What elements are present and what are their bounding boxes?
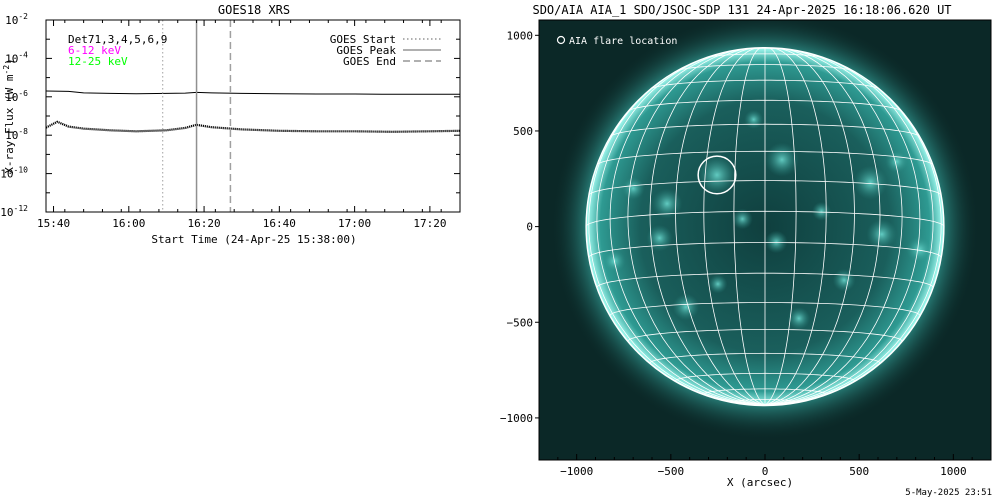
y-tick-label: 10-2 xyxy=(5,12,28,27)
footer-timestamp: 5-May-2025 23:51 xyxy=(905,488,992,498)
y-axis-label-close: ) xyxy=(3,58,16,65)
image-x-tick-label: −1000 xyxy=(560,465,593,478)
axes-group: 15:40 16:00 16:20 16:40 17:00 17:20 10-2 10-4 10… xyxy=(0,12,461,230)
legend-marker xyxy=(556,35,566,45)
image-y-tick-label: 1000 xyxy=(507,29,534,42)
chart-title: GOES18 XRS xyxy=(218,3,290,17)
y-tick-label: 10-10 xyxy=(0,166,28,181)
x-axis-label: Start Time (24-Apr-25 15:38:00) xyxy=(151,233,356,246)
image-y-tick-label: −500 xyxy=(507,316,534,329)
image-y-tick-label: 500 xyxy=(513,125,533,138)
x-tick-label: 16:40 xyxy=(263,217,296,230)
x-tick-label: 17:20 xyxy=(413,217,446,230)
image-x-tick-label: 0 xyxy=(762,465,769,478)
series-line-0 xyxy=(45,90,460,95)
legend-left-entry: 12-25 keV xyxy=(68,55,128,68)
x-tick-label: 15:40 xyxy=(37,217,70,230)
legend-left-entry: Det71,3,4,5,6,9 xyxy=(68,33,167,46)
flare-location-circle xyxy=(697,155,737,195)
y-tick-label: 10-12 xyxy=(0,204,28,219)
x-tick-label: 16:00 xyxy=(112,217,145,230)
x-tick-label: 16:20 xyxy=(188,217,221,230)
legend-right-entry: GOES End xyxy=(343,55,396,68)
y-axis-label-exponent: -2 xyxy=(2,65,11,75)
image-x-tick-label: 500 xyxy=(849,465,869,478)
image-title: SDO/AIA AIA_1 SDO/JSOC-SDP 131 24-Apr-20… xyxy=(532,3,951,17)
legend-right-entry: GOES Peak xyxy=(336,44,396,57)
series-group xyxy=(45,90,461,133)
image-y-tick-label: 0 xyxy=(526,221,533,234)
x-tick-label: 17:00 xyxy=(338,217,371,230)
legend-left-entry: 6-12 keV xyxy=(68,44,121,57)
goes-xrs-chart: GOES18 XRS X-ray Flux (W m-2) Start Time… xyxy=(0,3,461,246)
marker-group xyxy=(162,20,232,212)
image-x-axis-label: X (arcsec) xyxy=(727,476,793,489)
series-line-1 xyxy=(45,120,461,133)
image-legend-label: AIA flare location xyxy=(569,36,677,47)
image-x-tick-label: 1000 xyxy=(940,465,967,478)
aia-image-chart: SDO/AIA AIA_1 SDO/JSOC-SDP 131 24-Apr-20… xyxy=(500,3,992,489)
y-tick-label: 10-4 xyxy=(5,50,28,65)
image-axes-group: −1000 −500 0 500 1000 −1000 −500 0 500 1000 xyxy=(500,19,992,478)
legend-right-entry: GOES Start xyxy=(330,33,396,46)
y-axis-label: X-ray Flux (W m-2) xyxy=(2,58,16,174)
solar-limb xyxy=(585,46,945,407)
sun-image: AIA flare location xyxy=(539,20,991,460)
image-y-tick-label: −1000 xyxy=(500,412,533,425)
image-x-tick-label: −500 xyxy=(658,465,685,478)
y-tick-label: 10-8 xyxy=(5,127,28,142)
y-tick-label: 10-6 xyxy=(5,89,28,104)
